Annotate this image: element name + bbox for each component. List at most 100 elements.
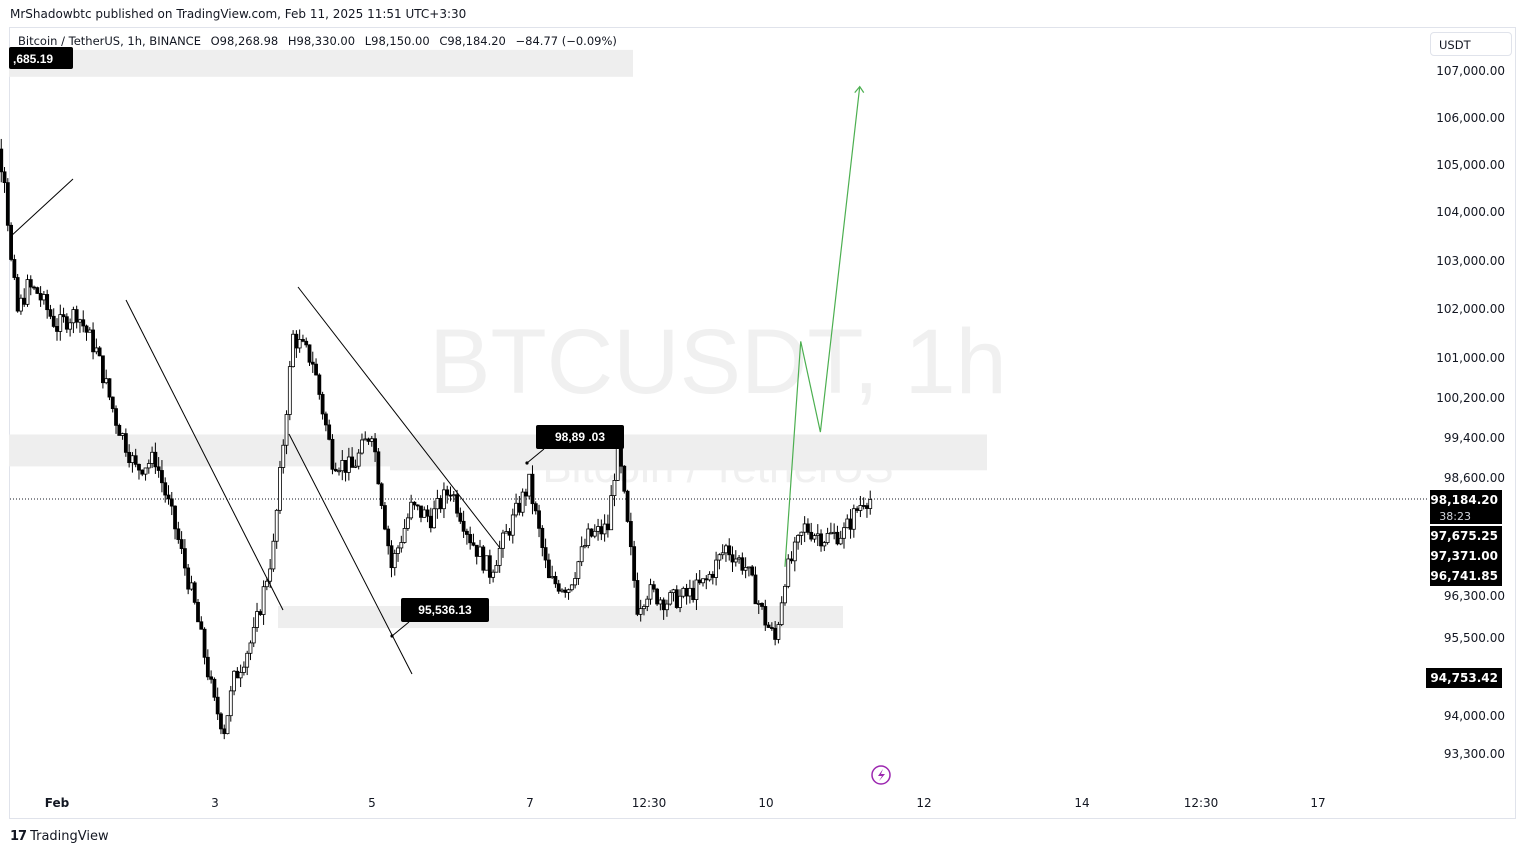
candle-body (156, 466, 161, 471)
axis-price-tag (1430, 546, 1502, 566)
candle-body (809, 531, 814, 540)
candle-body (665, 603, 669, 611)
candle-body (91, 329, 95, 353)
candle-body (530, 473, 535, 505)
candle-body (517, 502, 522, 513)
candle-body (179, 539, 184, 549)
y-tick-label: 102,000.00 (1436, 302, 1505, 316)
y-tick-label: 96,300.00 (1444, 589, 1505, 603)
candle-body (51, 315, 56, 327)
candle-body (261, 586, 266, 615)
candle-body (763, 606, 768, 626)
candle-body (422, 509, 427, 518)
candle-body (169, 498, 174, 507)
candle-body (478, 546, 482, 557)
candle-body (648, 584, 653, 600)
candle-body (412, 501, 417, 506)
candle-body (838, 537, 843, 545)
candle-body (81, 319, 86, 327)
candle-body (543, 547, 548, 561)
candle-body (835, 531, 840, 545)
candle-body (651, 584, 656, 590)
candle-body (586, 528, 591, 546)
candle-body (569, 584, 574, 591)
candle-body (209, 676, 214, 680)
candle-body (350, 456, 355, 468)
candle-body (38, 293, 43, 301)
candle-body (828, 532, 833, 535)
projection-path[interactable] (784, 85, 865, 567)
time-axis[interactable]: Feb 3 5 7 12:30 10 12 14 12:30 17 (45, 796, 1326, 810)
watermark-title: BTCUSDT, 1h (429, 311, 1007, 413)
candle-body (740, 557, 745, 571)
candle-body (822, 542, 827, 547)
candle-body (671, 589, 676, 594)
candle-body (845, 518, 850, 529)
candle-body (281, 444, 286, 468)
candle-body (166, 494, 171, 500)
candle-body (589, 528, 594, 537)
candle-body (701, 578, 705, 584)
tradingview-footer[interactable]: 17 TradingView (10, 829, 109, 844)
candle-body (22, 297, 27, 305)
candle-body (78, 319, 82, 323)
candle-body (442, 489, 446, 510)
candle-body (599, 526, 604, 535)
candle-body (150, 451, 154, 464)
x-tick-label: 14 (1074, 796, 1089, 810)
candle-body (386, 528, 391, 547)
candle-body (819, 533, 823, 547)
candle-body (563, 589, 568, 593)
candle-body (622, 465, 627, 492)
candle-body (668, 592, 673, 605)
candle-body (573, 578, 578, 586)
candle-body (448, 494, 453, 497)
candle-body (251, 627, 256, 644)
candle-body (405, 517, 410, 529)
price-zone (9, 49, 633, 77)
candle-body (163, 482, 168, 496)
candle-body (527, 473, 532, 497)
candle-body (691, 587, 696, 600)
candle-body (337, 470, 341, 473)
candle-body (353, 465, 358, 468)
candle-body (94, 347, 99, 353)
candle-body (182, 548, 187, 569)
candle-body (55, 326, 59, 332)
candle-body (419, 505, 423, 518)
candle-body (41, 294, 46, 301)
y-tick-label: 103,000.00 (1436, 254, 1505, 268)
candle-body (487, 555, 492, 578)
trend-lines[interactable] (9, 178, 501, 675)
candle-body (225, 715, 230, 735)
candle-body (861, 505, 866, 507)
candle-body (392, 553, 397, 569)
candle-body (681, 587, 686, 597)
x-tick-label: 12 (916, 796, 931, 810)
candle-body (396, 547, 400, 554)
price-annotations[interactable]: 98,89 .03 95,536.13 ,685.19 (9, 47, 624, 638)
candle-body (222, 728, 227, 735)
candle-body (445, 489, 450, 496)
y-tick-label: 106,000.00 (1436, 111, 1505, 125)
candle-body (524, 491, 528, 497)
candle-body (58, 314, 63, 332)
price-axis[interactable]: 107,000.00 106,000.00 105,000.00 104,000.00… (1436, 64, 1505, 761)
trend-line (288, 433, 413, 675)
candle-body (684, 587, 689, 597)
candle-body (792, 541, 797, 562)
candle-body (186, 567, 191, 590)
candle-body (238, 672, 243, 679)
candle-body (815, 533, 820, 536)
candle-body (5, 182, 10, 226)
alert-icon[interactable] (871, 765, 891, 785)
candle-body (137, 463, 141, 471)
price-zone (9, 434, 987, 467)
axis-price-tag (1426, 668, 1502, 688)
currency-selector[interactable]: USDT (1430, 32, 1512, 56)
candle-body (123, 433, 128, 453)
candle-body (323, 413, 328, 426)
candle-body (625, 490, 630, 522)
x-tick-label: 17 (1310, 796, 1325, 810)
